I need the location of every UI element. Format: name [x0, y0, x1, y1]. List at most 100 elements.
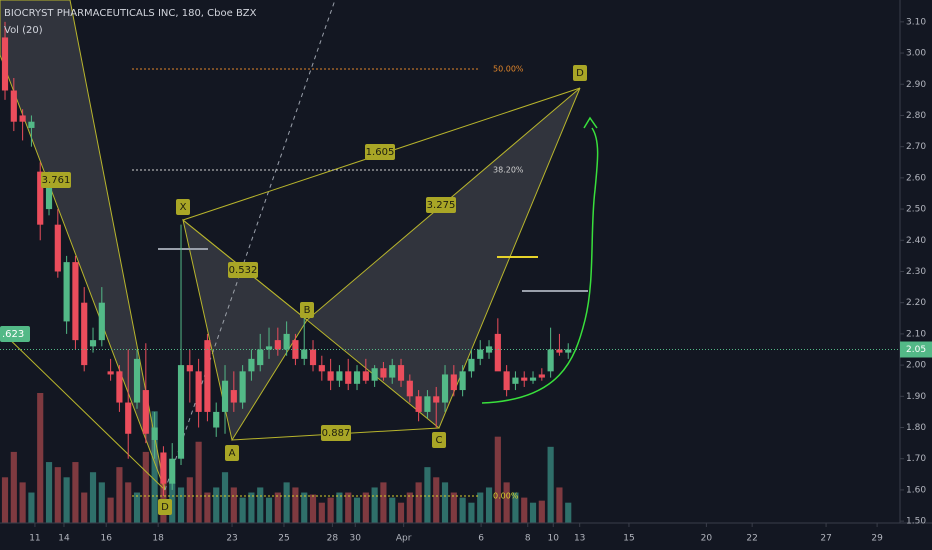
candle-body — [494, 333, 501, 372]
candle-body — [142, 390, 149, 434]
ratio-label: 3.275 — [427, 200, 456, 211]
volume-bar — [133, 492, 141, 523]
volume-bar — [327, 497, 334, 523]
volume-bar — [10, 451, 17, 523]
volume-bar — [397, 502, 405, 523]
candle-body — [239, 371, 246, 403]
candle-body — [565, 349, 572, 353]
y-tick-label: 2.00 — [906, 361, 926, 371]
volume-bar — [63, 477, 70, 523]
trend-line — [164, 0, 336, 491]
candle-body — [221, 380, 229, 412]
candle-body — [151, 427, 158, 440]
volume-bar — [213, 487, 220, 523]
volume-bar — [195, 441, 202, 523]
volume-bar — [494, 436, 501, 523]
volume-bar — [485, 487, 493, 523]
y-tick-label: 2.20 — [906, 298, 926, 308]
arrow-head — [583, 116, 598, 129]
candle-layer — [1, 21, 572, 497]
candle-body — [301, 349, 308, 359]
candle-body — [283, 333, 290, 350]
label-box — [225, 445, 239, 461]
candle-body — [503, 371, 510, 391]
point-label: D — [161, 502, 169, 513]
volume-bar — [336, 492, 343, 523]
candle-body — [204, 340, 211, 412]
candle-body — [116, 371, 123, 403]
x-tick-label: 15 — [623, 534, 634, 544]
y-tick-label: 2.70 — [906, 142, 926, 152]
candle-body — [195, 371, 202, 412]
volume-bar — [556, 487, 563, 523]
volume-bar — [309, 494, 317, 523]
volume-bar — [468, 502, 475, 523]
volume-bar — [538, 500, 545, 523]
candle-body — [389, 365, 396, 378]
ratio-label: 3.761 — [42, 175, 71, 186]
label-box — [176, 199, 190, 215]
volume-bar — [380, 482, 387, 523]
volume-bar — [389, 497, 396, 523]
volume-bar — [406, 492, 413, 523]
candle-body — [406, 380, 413, 397]
fib-label: 50.00% — [493, 65, 524, 74]
volume-bar — [424, 467, 431, 523]
candle-body — [318, 365, 325, 372]
volume-bar — [345, 492, 352, 523]
label-box — [0, 326, 30, 342]
candle-body — [459, 371, 466, 391]
candle-body — [468, 358, 475, 372]
ratio-label: 0.887 — [322, 428, 351, 439]
label-box — [158, 499, 172, 515]
volume-bar — [37, 393, 44, 523]
volume-bar — [521, 497, 528, 523]
volume-bar — [125, 482, 132, 523]
x-tick-label: 20 — [701, 534, 713, 544]
fib-label: 38.20% — [493, 166, 524, 175]
candle-body — [19, 115, 26, 122]
volume-bar — [441, 482, 449, 523]
x-tick-label: 14 — [58, 534, 70, 544]
left-label: .623 — [2, 329, 24, 340]
candle-body — [10, 90, 17, 122]
candle-body — [125, 402, 132, 434]
candle-body — [63, 262, 70, 322]
candle-body — [521, 377, 528, 381]
candle-body — [248, 358, 255, 372]
y-tick-label: 2.50 — [906, 205, 926, 215]
y-tick-label: 1.60 — [906, 485, 926, 495]
volume-bar — [230, 487, 237, 523]
arrow-curve — [481, 127, 599, 404]
candle-body — [450, 374, 457, 391]
volume-bar — [28, 492, 35, 523]
volume-bar — [221, 472, 229, 523]
x-tick-label: 27 — [820, 534, 831, 544]
volume-bar — [292, 487, 299, 523]
volume-bar — [45, 462, 53, 523]
candle-body — [274, 340, 281, 350]
volume-bar — [248, 492, 255, 523]
candle-body — [345, 371, 352, 384]
chart-title: BIOCRYST PHARMACEUTICALS INC, 180, Cboe … — [4, 8, 257, 19]
y-tick-label: 1.70 — [906, 454, 926, 464]
volume-layer — [1, 393, 572, 523]
volume-bar — [362, 492, 369, 523]
last-price-label: 2.05 — [906, 345, 926, 355]
volume-bar — [89, 472, 97, 523]
candle-body — [477, 349, 484, 359]
label-box — [41, 172, 71, 188]
volume-bar — [318, 502, 325, 523]
point-label: C — [436, 435, 443, 446]
x-tick-label: 8 — [525, 534, 531, 544]
volume-bar — [107, 497, 114, 523]
point-label: X — [180, 202, 187, 213]
candle-body — [538, 374, 545, 378]
label-box — [321, 425, 351, 441]
volume-bar — [169, 482, 176, 523]
volume-bar — [565, 502, 572, 523]
volume-bar — [72, 462, 79, 523]
volume-bar — [81, 492, 88, 523]
y-tick-label: 1.80 — [906, 423, 926, 433]
candle-body — [371, 368, 378, 381]
